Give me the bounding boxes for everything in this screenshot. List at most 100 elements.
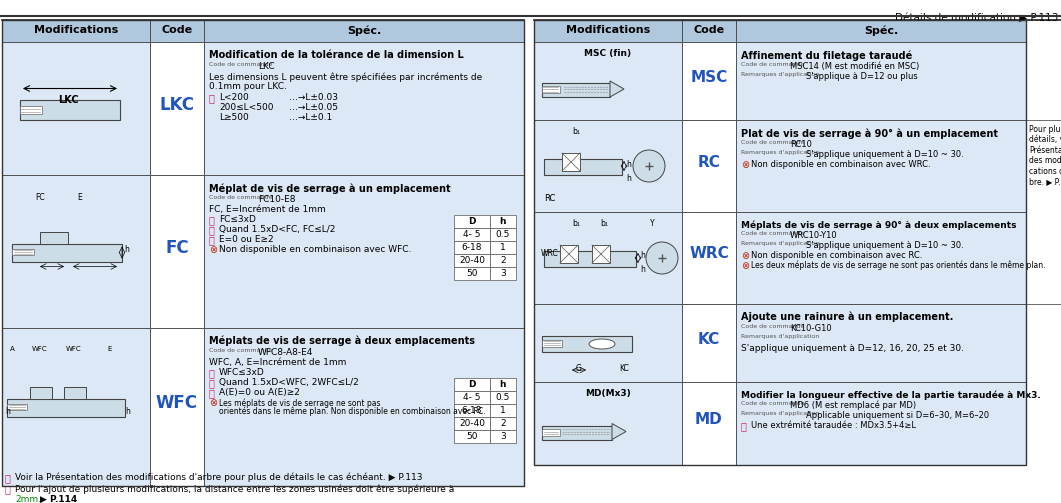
Bar [534,304,682,382]
Bar [454,215,490,228]
Text: Code: Code [161,25,192,35]
Text: ⓘ: ⓘ [209,225,215,235]
Bar [736,20,1026,42]
Text: h: h [500,217,506,226]
Bar [682,382,736,465]
Text: ⊗: ⊗ [209,245,218,255]
Text: Non disponible en combinaison avec WFC.: Non disponible en combinaison avec WFC. [219,245,412,254]
Bar [490,430,516,443]
Circle shape [633,150,665,182]
Text: 4- 5: 4- 5 [464,393,481,402]
Text: RC: RC [544,194,555,203]
Text: MD6 (M est remplacé par MD): MD6 (M est remplacé par MD) [790,401,916,410]
Text: L≥500: L≥500 [219,113,248,122]
Text: 50: 50 [466,269,477,278]
Text: Pour l'ajout de plusieurs modifications, la distance entre les zones usinées doi: Pour l'ajout de plusieurs modifications,… [15,484,454,493]
Text: S'applique à D=12 ou plus: S'applique à D=12 ou plus [806,72,918,81]
Text: Voir la Présentation des modifications d'arbre pour plus de détails le cas échéa: Voir la Présentation des modifications d… [15,473,422,482]
Bar [204,20,524,42]
Text: 3: 3 [500,432,506,441]
Text: 6-18: 6-18 [462,406,483,415]
Bar [2,42,150,175]
Text: FC: FC [166,238,189,257]
Text: Code de commande: Code de commande [741,231,804,236]
Bar [736,42,1026,120]
Bar [490,417,516,430]
Text: ⓘ: ⓘ [209,93,215,103]
Bar [490,241,516,254]
Text: Pour plus de
détails, voir la
Présentation
des modifi-
cations d'ar-
bre. ▶ P.11: Pour plus de détails, voir la Présentati… [1029,125,1061,186]
Text: MSC (fin): MSC (fin) [585,49,631,58]
Bar [2,20,524,486]
Text: 2mm.: 2mm. [15,495,41,503]
Text: E: E [77,193,83,202]
Bar [542,336,632,352]
Text: ⓘ: ⓘ [209,368,215,378]
Text: E: E [108,346,112,352]
Text: h: h [124,245,128,254]
Text: 3: 3 [500,269,506,278]
Bar [2,20,150,42]
Text: Code de commande: Code de commande [209,62,273,67]
Text: ⊗: ⊗ [741,251,749,261]
Text: 1: 1 [500,406,506,415]
Text: A: A [10,346,15,352]
Text: 2: 2 [500,419,506,428]
Text: Code de commande: Code de commande [209,195,273,200]
Text: D: D [468,380,475,389]
Text: …→L±0.1: …→L±0.1 [289,113,332,122]
Bar [454,254,490,267]
Text: Spéc.: Spéc. [347,25,381,36]
Text: b₁: b₁ [601,219,608,228]
Text: …→L±0.05: …→L±0.05 [289,103,338,112]
Text: Modifier la longueur effective de la partie taraudée à Mx3.: Modifier la longueur effective de la par… [741,390,1041,399]
Text: h: h [626,159,631,169]
Bar [2,328,150,486]
Bar [560,245,578,263]
Bar [542,340,562,347]
Text: Non disponible en combinaison avec WRC.: Non disponible en combinaison avec WRC. [751,160,930,169]
Text: Code: Code [694,25,725,35]
Bar [30,387,52,399]
Bar [542,426,612,440]
Text: WFC, A, E=Incrément de 1mm: WFC, A, E=Incrément de 1mm [209,358,346,367]
Bar [534,42,682,120]
Bar [454,430,490,443]
Bar [490,254,516,267]
Bar [592,245,610,263]
Bar [490,391,516,404]
Text: KC10-G10: KC10-G10 [790,324,832,333]
Text: Code de commande: Code de commande [741,324,804,329]
Text: LKC: LKC [159,96,194,114]
Bar [7,404,27,410]
Text: Les méplats de vis de serrage ne sont pas: Les méplats de vis de serrage ne sont pa… [219,398,381,407]
Text: …→L±0.03: …→L±0.03 [289,93,338,102]
Text: MSC14 (M est modifié en MSC): MSC14 (M est modifié en MSC) [790,62,919,71]
Text: S'applique uniquement à D=10 ~ 30.: S'applique uniquement à D=10 ~ 30. [806,150,963,159]
Bar [204,42,524,175]
Text: D: D [468,217,475,226]
Text: 1: 1 [500,243,506,252]
Circle shape [646,242,678,274]
Polygon shape [610,81,624,97]
Text: S'applique uniquement à D=10 ~ 30.: S'applique uniquement à D=10 ~ 30. [806,241,963,250]
Bar [736,120,1026,212]
Bar [542,429,560,436]
Text: Y: Y [649,219,655,228]
Text: Modification de la tolérance de la dimension L: Modification de la tolérance de la dimen… [209,50,464,60]
Bar [736,304,1026,382]
Text: Modifications: Modifications [34,25,118,35]
Text: WFC: WFC [32,346,48,352]
Text: orientés dans le même plan. Non disponible en combinaison avec FC.: orientés dans le même plan. Non disponib… [219,407,486,416]
Text: ⓘ: ⓘ [741,421,747,431]
Text: FC: FC [35,193,45,202]
Text: Une extrémité taraudée : MDx3.5+4≥L: Une extrémité taraudée : MDx3.5+4≥L [751,421,916,430]
Text: Remarques d'application: Remarques d'application [741,72,819,77]
Text: Méplats de vis de serrage à 90° à deux emplacements: Méplats de vis de serrage à 90° à deux e… [741,220,1016,229]
Text: FC≤3xD: FC≤3xD [219,215,256,224]
Text: h: h [626,174,631,183]
Text: 0.1mm pour LKC.: 0.1mm pour LKC. [209,82,286,91]
Bar [150,175,204,328]
Text: Applicable uniquement si D=6–30, M=6–20: Applicable uniquement si D=6–30, M=6–20 [806,411,989,420]
Text: 200≤L<500: 200≤L<500 [219,103,274,112]
